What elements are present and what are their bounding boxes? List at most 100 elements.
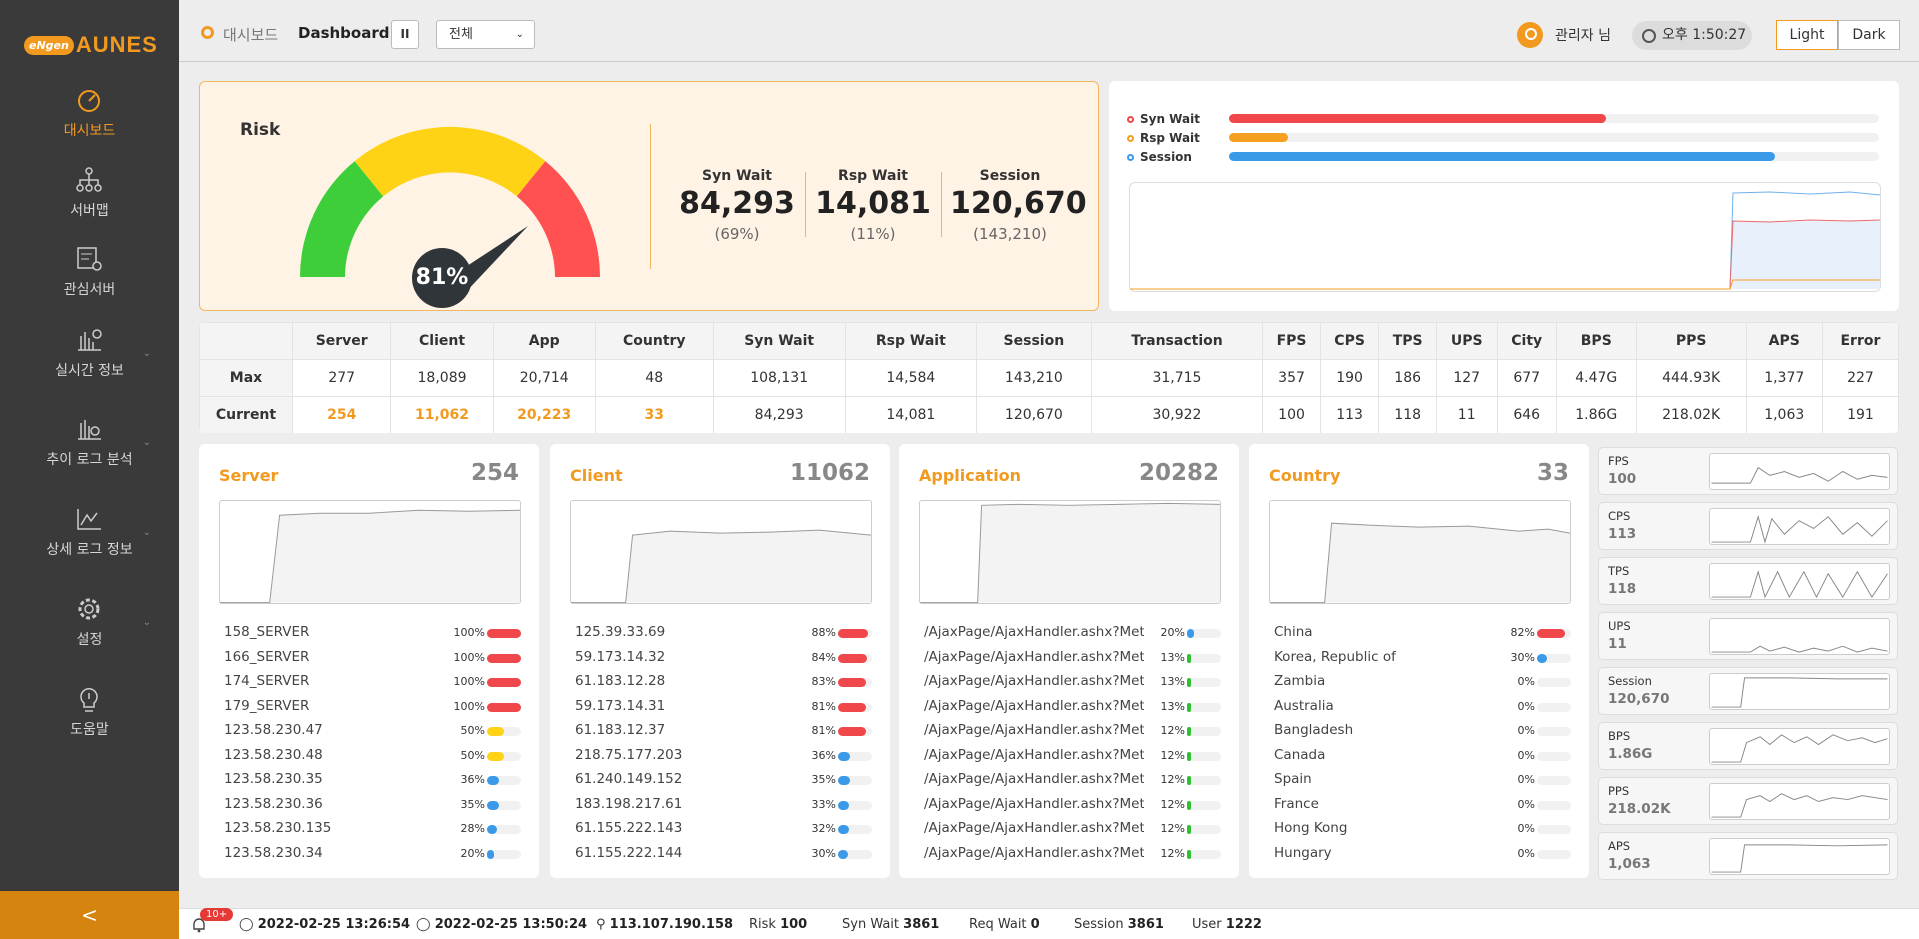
bell-icon[interactable] <box>191 917 207 933</box>
table-cell: 143,210 <box>976 359 1092 397</box>
list-item[interactable]: Australia 0% <box>1274 698 1579 718</box>
sidebar-collapse-button[interactable]: < <box>0 891 179 939</box>
list-item-bar-fill <box>838 825 849 834</box>
list-item-name: 61.155.222.143 <box>575 820 683 836</box>
wait-legend-label: Session <box>1140 150 1192 164</box>
list-item-name: 166_SERVER <box>224 648 310 665</box>
list-item-percent: 33% <box>811 797 836 811</box>
sidebar-item-1[interactable]: 서버맵 <box>0 166 179 220</box>
theme-light-button[interactable]: Light <box>1776 20 1838 50</box>
list-item[interactable]: /AjaxPage/AjaxHandler.ashx?Met... 12% <box>924 845 1229 865</box>
list-item[interactable]: 61.240.149.152 35% <box>575 771 880 791</box>
list-item[interactable]: /AjaxPage/AjaxHandler.ashx?Met... 12% <box>924 796 1229 816</box>
list-item-bar <box>838 727 872 736</box>
wait-bar-track <box>1229 133 1879 142</box>
list-item[interactable]: 174_SERVER 100% <box>224 673 529 693</box>
table-header: Syn Wait <box>712 322 846 360</box>
list-item[interactable]: 125.39.33.69 88% <box>575 624 880 644</box>
list-item[interactable]: Hungary 0% <box>1274 845 1579 865</box>
logo[interactable]: eNgen AUNES <box>24 32 158 58</box>
list-item[interactable]: 123.58.230.48 50% <box>224 747 529 767</box>
list-item-percent: 100% <box>453 699 485 713</box>
list-item[interactable]: Zambia 0% <box>1274 673 1579 693</box>
mini-stat-session: Session 120,670 <box>1598 667 1898 715</box>
list-item[interactable]: China 82% <box>1274 624 1579 644</box>
list-item-bar <box>1187 678 1221 687</box>
table-cell: 357 <box>1262 359 1321 397</box>
list-item[interactable]: 218.75.177.203 36% <box>575 747 880 767</box>
stat-value: 120,670 <box>950 186 1087 221</box>
footer-user-label: User <box>1192 917 1222 932</box>
list-item[interactable]: 158_SERVER 100% <box>224 624 529 644</box>
list-item[interactable]: 123.58.230.135 28% <box>224 820 529 840</box>
list-item-bar-fill <box>1187 702 1192 712</box>
list-item[interactable]: 61.155.222.144 30% <box>575 845 880 865</box>
list-item[interactable]: Bangladesh 0% <box>1274 722 1579 742</box>
detail-log-icon <box>76 509 101 530</box>
list-item[interactable]: /AjaxPage/AjaxHandler.ashx?Met... 12% <box>924 771 1229 791</box>
list-item[interactable]: /AjaxPage/AjaxHandler.ashx?Met... 12% <box>924 722 1229 742</box>
list-item[interactable]: 123.58.230.36 35% <box>224 796 529 816</box>
stat-rsp-wait: Rsp Wait 14,081 (11%) <box>813 168 933 243</box>
list-item[interactable]: 123.58.230.34 20% <box>224 845 529 865</box>
list-item-percent: 0% <box>1517 822 1535 835</box>
list-item[interactable]: /AjaxPage/AjaxHandler.ashx?Met... 13% <box>924 649 1229 669</box>
mini-stat-label: APS <box>1608 839 1631 853</box>
list-item[interactable]: Hong Kong 0% <box>1274 820 1579 840</box>
list-item[interactable]: Spain 0% <box>1274 771 1579 791</box>
sidebar-item-2[interactable]: 관심서버 <box>0 245 179 299</box>
list-item[interactable]: /AjaxPage/AjaxHandler.ashx?Met... 13% <box>924 673 1229 693</box>
list-item[interactable]: /AjaxPage/AjaxHandler.ashx?Met... 12% <box>924 747 1229 767</box>
page-title: Dashboard <box>298 24 390 42</box>
list-item-bar <box>487 800 521 810</box>
footer-ip-value: 113.107.190.158 <box>609 917 734 932</box>
list-item-bar <box>838 678 872 687</box>
list-item[interactable]: 166_SERVER 100% <box>224 649 529 669</box>
table-cell: 127 <box>1435 359 1498 397</box>
mini-stat-pps: PPS 218.02K <box>1598 777 1898 825</box>
table-header: Server <box>291 322 392 360</box>
list-item[interactable]: 123.58.230.47 50% <box>224 722 529 742</box>
list-item[interactable]: France 0% <box>1274 796 1579 816</box>
footer-start-time: 2022-02-25 13:26:54 <box>257 917 411 932</box>
theme-dark-button[interactable]: Dark <box>1838 20 1900 50</box>
table-cell: 120,670 <box>976 396 1092 433</box>
list-item[interactable]: Korea, Republic of 30% <box>1274 649 1579 669</box>
list-item-bar-fill <box>487 800 499 810</box>
list-item[interactable]: 59.173.14.32 84% <box>575 649 880 669</box>
list-item[interactable]: /AjaxPage/AjaxHandler.ashx?Met... 20% <box>924 624 1229 644</box>
list-item[interactable]: 59.173.14.31 81% <box>575 698 880 718</box>
sidebar-item-label: 상세 로그 정보 <box>46 542 133 558</box>
footer-session-label: Session <box>1074 917 1124 932</box>
list-item-bar <box>838 629 872 638</box>
mini-stat-label: BPS <box>1608 729 1631 743</box>
user-menu[interactable]: 관리자 님 <box>1517 22 1611 48</box>
list-item[interactable]: Canada 0% <box>1274 747 1579 767</box>
list-item-bar <box>838 800 872 810</box>
sidebar-item-4[interactable]: 추이 로그 분석 ⌄ <box>0 415 179 469</box>
list-item[interactable]: 61.183.12.37 81% <box>575 722 880 742</box>
list-item[interactable]: /AjaxPage/AjaxHandler.ashx?Met... 13% <box>924 698 1229 718</box>
sidebar-item-5[interactable]: 상세 로그 정보 ⌄ <box>0 505 179 559</box>
legend-dot-icon <box>1127 116 1134 123</box>
sidebar-item-3[interactable]: 실시간 정보 ⌄ <box>0 326 179 380</box>
footer-syn-label: Syn Wait <box>842 917 900 932</box>
footer-risk-label: Risk <box>749 917 776 932</box>
sidebar-item-7[interactable]: 도움말 <box>0 685 179 739</box>
table-cell: 14,081 <box>844 396 978 433</box>
filter-select[interactable]: 전체 ⌄ <box>436 20 535 49</box>
stat-label: Rsp Wait <box>838 168 908 184</box>
list-item-percent: 12% <box>1160 724 1185 737</box>
sidebar-item-0[interactable]: 대시보드 <box>0 86 179 140</box>
list-item[interactable]: 123.58.230.35 36% <box>224 771 529 791</box>
list-item[interactable]: 61.183.12.28 83% <box>575 673 880 693</box>
sidebar-item-6[interactable]: 설정 ⌄ <box>0 595 179 649</box>
user-icon <box>1517 22 1543 48</box>
pause-button[interactable]: II <box>391 20 419 49</box>
list-item[interactable]: 183.198.217.61 33% <box>575 796 880 816</box>
wait-bar-track <box>1229 152 1879 161</box>
list-item[interactable]: /AjaxPage/AjaxHandler.ashx?Met... 12% <box>924 820 1229 840</box>
mini-stat-tps: TPS 118 <box>1598 557 1898 605</box>
list-item[interactable]: 179_SERVER 100% <box>224 698 529 718</box>
list-item[interactable]: 61.155.222.143 32% <box>575 820 880 840</box>
